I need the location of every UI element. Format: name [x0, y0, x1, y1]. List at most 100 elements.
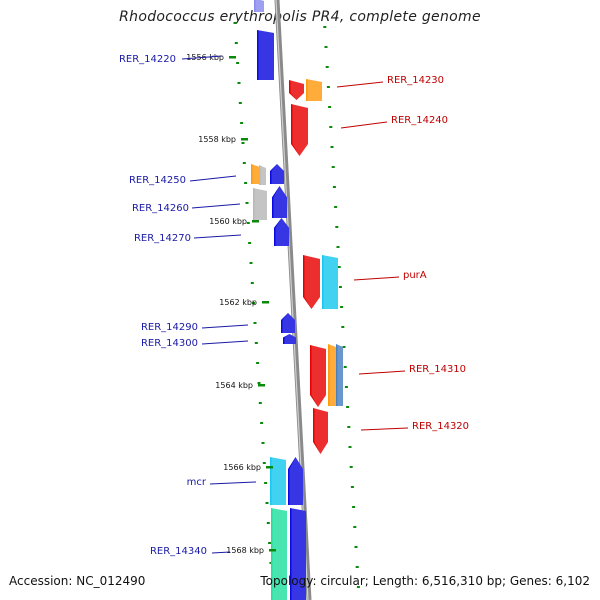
guide-dot: [326, 86, 330, 88]
gene-label-left[interactable]: RER_14270: [134, 233, 191, 244]
gene-label-left[interactable]: RER_14300: [141, 338, 198, 349]
feature-rer-14340-a-shade: [272, 508, 287, 600]
feature-pura-b[interactable]: [322, 255, 338, 309]
gene-label-right[interactable]: RER_14240: [391, 115, 448, 126]
feature-rer-14310-a[interactable]: [310, 345, 326, 407]
feature-rer-14260-b[interactable]: [272, 186, 287, 218]
gene-leader-line: [336, 81, 384, 88]
feature-rer-14340-b-shade: [291, 508, 306, 600]
guide-dot: [348, 446, 352, 448]
feature-rer-14310-b[interactable]: [328, 344, 336, 406]
kbp-tick-mark: [262, 301, 269, 304]
guide-dot: [261, 442, 265, 444]
kbp-tick-label: 1566 kbp: [223, 463, 261, 472]
guide-dot: [344, 386, 348, 388]
feature-mcr-b[interactable]: [288, 457, 303, 505]
guide-dot: [330, 146, 334, 148]
gene-labels: RER_14220 RER_14250 RER_14260 RER_14270 RER_…: [119, 54, 469, 557]
guide-dot: [324, 46, 328, 48]
guide-dot: [352, 506, 356, 508]
gene-leader-line: [191, 203, 241, 209]
feature-rer-14250-b[interactable]: [259, 165, 266, 185]
guide-dot: [265, 502, 269, 504]
gene-leader-line: [340, 121, 388, 129]
feature-rer-14210[interactable]: [254, 0, 264, 12]
guide-dot: [268, 542, 272, 544]
genome-summary-text: Topology: circular; Length: 6,516,310 bp…: [260, 574, 590, 588]
feature-rer-14290[interactable]: [281, 313, 295, 333]
kbp-tick-label: 1558 kbp: [198, 135, 236, 144]
feature-rer-14240[interactable]: [291, 104, 308, 156]
guide-dot: [237, 82, 241, 84]
guide-dot: [329, 126, 333, 128]
guide-dot: [349, 466, 353, 468]
guide-dot: [341, 326, 345, 328]
guide-dot: [325, 66, 329, 68]
guide-dot: [323, 26, 327, 28]
gene-label-left[interactable]: RER_14340: [150, 546, 207, 557]
guide-dot: [332, 186, 336, 188]
feature-rer-14300[interactable]: [283, 334, 296, 344]
guide-dot: [266, 522, 270, 524]
guide-dot: [257, 382, 261, 384]
gene-label-right[interactable]: RER_14310: [409, 364, 466, 375]
gene-label-left[interactable]: RER_14250: [129, 175, 186, 186]
guide-dot: [340, 306, 344, 308]
feature-rer-14310-c[interactable]: [336, 344, 343, 406]
feature-rer-14310-c-shade: [337, 344, 343, 406]
kbp-tick-label: 1562 kbp: [219, 298, 257, 307]
guide-dot: [338, 286, 342, 288]
guide-dot: [253, 322, 257, 324]
gene-label-right[interactable]: RER_14230: [387, 75, 444, 86]
guide-dot: [260, 422, 264, 424]
feature-rer-14250-c[interactable]: [270, 164, 284, 184]
feature-rer-14320[interactable]: [313, 408, 328, 454]
feature-mcr-a[interactable]: [270, 457, 286, 505]
gene-label-left[interactable]: RER_14220: [119, 54, 176, 65]
feature-rer-14260-a[interactable]: [253, 188, 267, 220]
feature-pura-b-shade: [323, 255, 338, 309]
guide-dot: [346, 406, 350, 408]
gene-features: [251, 0, 343, 600]
feature-rer-14290-shade: [282, 313, 295, 333]
feature-rer-14250-c-shade: [271, 164, 284, 184]
feature-rer-14260-a-shade: [254, 188, 267, 220]
feature-pura-a[interactable]: [303, 255, 320, 309]
feature-rer-14230-a[interactable]: [289, 80, 304, 100]
guide-dot: [328, 106, 332, 108]
guide-dot: [335, 226, 339, 228]
guide-dot: [256, 362, 260, 364]
gene-leader-line: [193, 234, 242, 239]
kbp-tick-mark: [241, 138, 248, 141]
feature-rer-14240-shade: [292, 104, 308, 156]
feature-rer-14220[interactable]: [257, 30, 274, 80]
guide-dot: [264, 482, 268, 484]
gene-leader-line: [353, 276, 400, 281]
guide-dot: [258, 402, 262, 404]
gene-label-right[interactable]: purA: [403, 270, 427, 281]
gene-leader-line: [360, 427, 409, 431]
guide-dot: [337, 266, 341, 268]
gene-label-left[interactable]: RER_14290: [141, 322, 198, 333]
guide-dot: [240, 122, 244, 124]
guide-dot: [233, 22, 237, 24]
gene-label-right[interactable]: RER_14320: [412, 421, 469, 432]
guide-dot: [331, 166, 335, 168]
guide-dot: [356, 586, 360, 588]
feature-rer-14230-b[interactable]: [306, 79, 322, 101]
feature-rer-14210-shade: [255, 0, 264, 12]
feature-rer-14270[interactable]: [274, 218, 289, 246]
feature-rer-14340-b[interactable]: [290, 508, 306, 600]
feature-rer-14250-a[interactable]: [251, 164, 260, 184]
feature-rer-14340-a[interactable]: [271, 508, 287, 600]
guide-dot: [254, 342, 258, 344]
feature-rer-14300-shade: [284, 334, 296, 344]
feature-mcr-b-shade: [289, 457, 303, 505]
gene-label-left[interactable]: mcr: [187, 477, 207, 488]
guide-dot: [244, 182, 248, 184]
kbp-tick-label: 1564 kbp: [215, 381, 253, 390]
guide-dot: [242, 162, 246, 164]
gene-label-left[interactable]: RER_14260: [132, 203, 189, 214]
